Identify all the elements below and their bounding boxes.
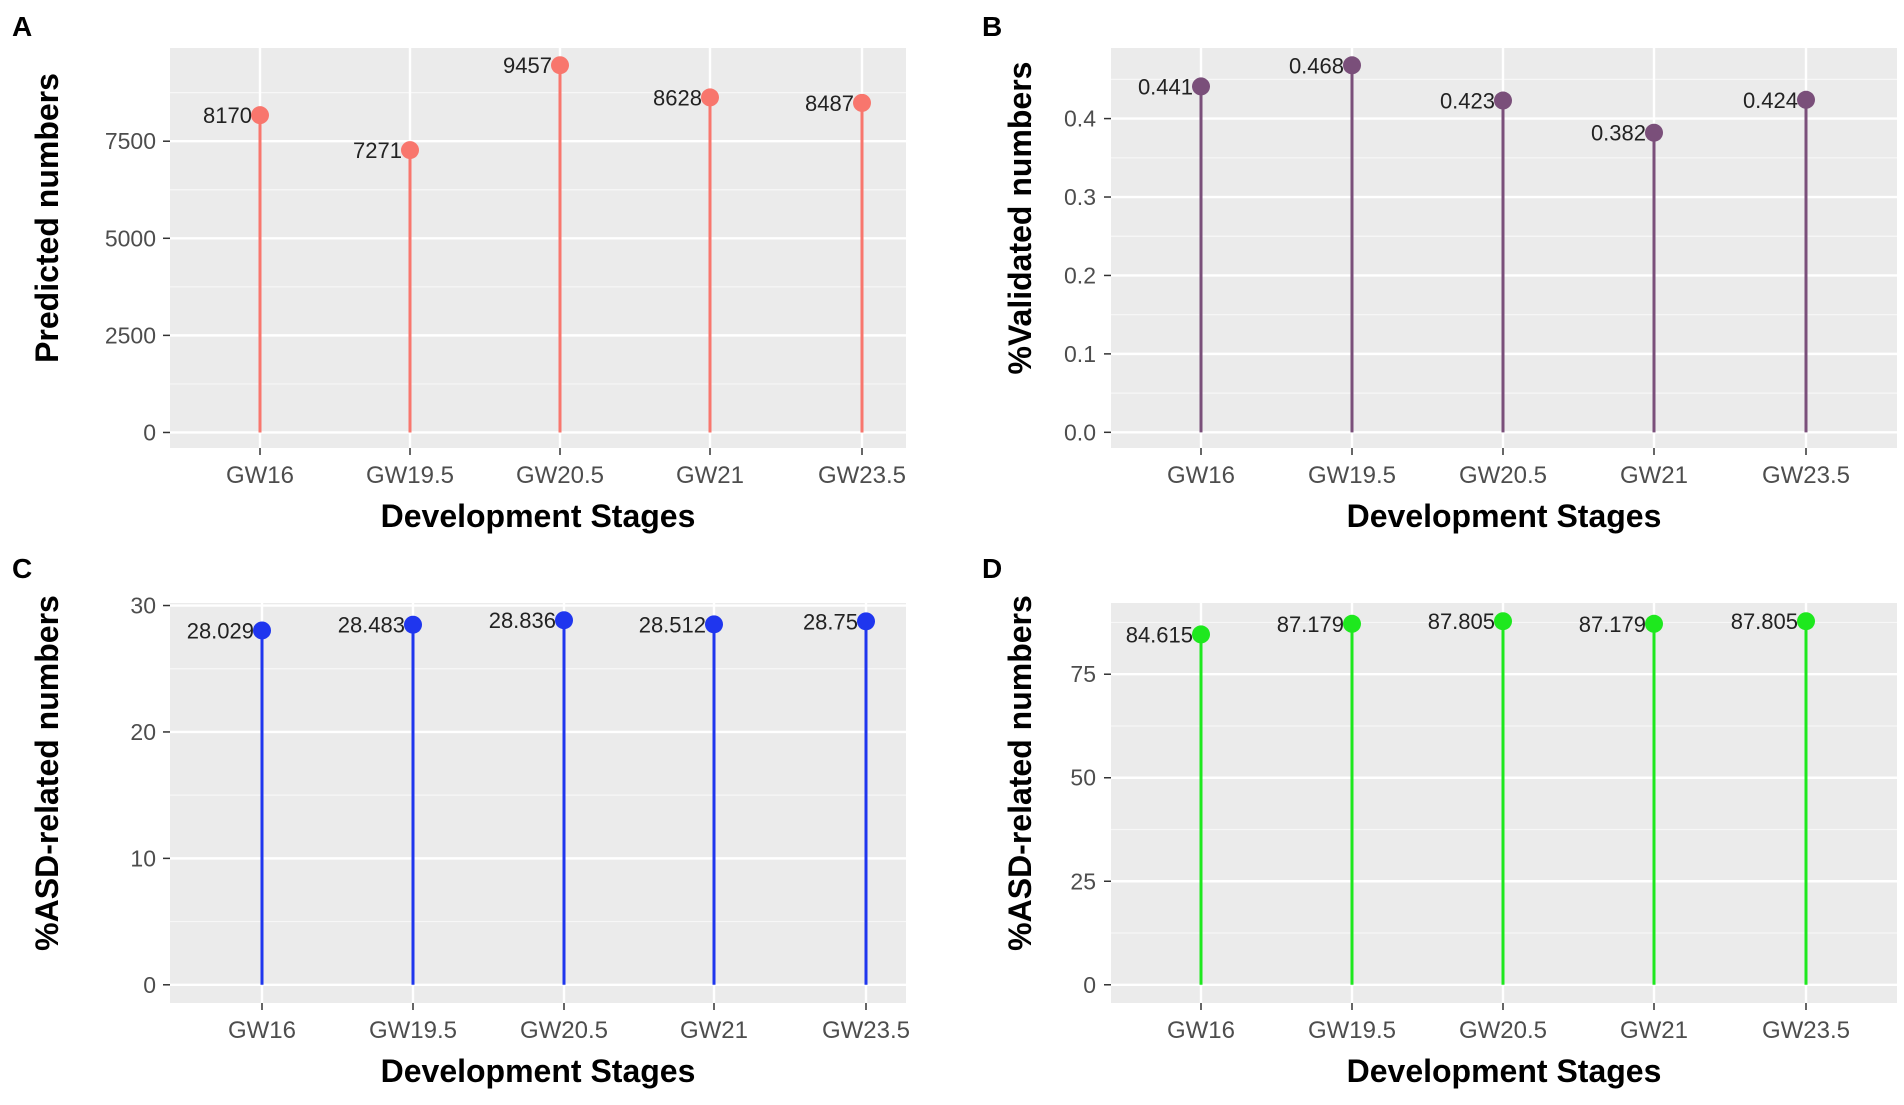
x-tick-label: GW19.5 — [1308, 1017, 1396, 1044]
y-tick-label: 0.4 — [1064, 106, 1096, 132]
y-tick-label: 10 — [130, 845, 156, 871]
x-axis-title: Development Stages — [1347, 498, 1662, 534]
data-label: 28.029 — [187, 618, 254, 643]
lollipop-point — [857, 612, 875, 631]
data-label: 8170 — [203, 103, 252, 128]
panel-label: A — [12, 11, 32, 42]
panel-c: 0 10 20 30 GW16 GW19.5 GW20.5 GW21 GW23.5 28.029 2… — [12, 553, 910, 1089]
lollipop-point — [853, 93, 871, 112]
y-tick-label: 0 — [143, 419, 156, 445]
x-tick-label: GW16 — [226, 462, 294, 489]
y-tick-label: 5000 — [105, 225, 156, 251]
x-tick-label: GW16 — [1167, 1017, 1235, 1044]
x-tick-label: GW20.5 — [1459, 462, 1547, 489]
x-tick-label: GW23.5 — [818, 462, 906, 489]
lollipop-point — [1494, 612, 1512, 631]
x-tick-label: GW21 — [680, 1017, 748, 1044]
data-label: 28.483 — [338, 613, 405, 638]
y-tick-label: 50 — [1070, 765, 1096, 791]
x-axis-title: Development Stages — [1347, 1053, 1662, 1089]
data-label: 0.441 — [1138, 74, 1193, 99]
y-tick-label: 0 — [1083, 972, 1096, 998]
data-label: 0.424 — [1743, 88, 1798, 113]
data-label: 7271 — [353, 138, 402, 163]
lollipop-point — [1494, 91, 1512, 110]
data-label: 87.179 — [1277, 612, 1344, 637]
lollipop-point — [1645, 123, 1663, 142]
y-tick-label: 0.2 — [1064, 262, 1096, 288]
plot-background — [170, 48, 906, 448]
data-label: 0.382 — [1591, 121, 1646, 146]
lollipop-point — [404, 615, 422, 634]
lollipop-point — [701, 88, 719, 107]
data-label: 87.805 — [1731, 609, 1798, 634]
lollipop-point — [705, 615, 723, 634]
lollipop-point — [401, 141, 419, 160]
panel-a: 0 2500 5000 7500 GW16 GW19.5 GW20.5 GW21 GW23.5 8… — [12, 11, 906, 534]
data-label: 0.423 — [1440, 89, 1495, 114]
y-tick-label: 25 — [1070, 868, 1096, 894]
y-tick-label: 2500 — [105, 322, 156, 348]
lollipop-point — [551, 56, 569, 75]
y-tick-label: 20 — [130, 719, 156, 745]
x-tick-label: GW23.5 — [822, 1017, 910, 1044]
lollipop-point — [253, 621, 271, 640]
data-label: 28.836 — [489, 608, 556, 633]
lollipop-point — [555, 611, 573, 630]
x-tick-label: GW16 — [228, 1017, 296, 1044]
y-axis-title: %ASD-related numbers — [29, 595, 65, 951]
x-tick-label: GW23.5 — [1762, 462, 1850, 489]
x-tick-label: GW21 — [1620, 1017, 1688, 1044]
lollipop-point — [251, 106, 269, 125]
data-label: 8628 — [653, 85, 702, 110]
lollipop-point — [1797, 612, 1815, 631]
lollipop-point — [1192, 625, 1210, 644]
y-tick-label: 75 — [1070, 661, 1096, 687]
panel-label: D — [982, 553, 1002, 584]
x-axis-title: Development Stages — [381, 498, 696, 534]
x-tick-label: GW19.5 — [366, 462, 454, 489]
y-tick-label: 7500 — [105, 128, 156, 154]
x-tick-label: GW20.5 — [520, 1017, 608, 1044]
y-axis-title: %Validated numbers — [1002, 62, 1038, 375]
data-label: 28.512 — [639, 612, 706, 637]
x-tick-label: GW20.5 — [516, 462, 604, 489]
panel-label: B — [982, 11, 1002, 42]
lollipop-point — [1797, 90, 1815, 109]
data-label: 9457 — [503, 53, 552, 78]
data-label: 8487 — [805, 91, 854, 116]
x-tick-label: GW19.5 — [369, 1017, 457, 1044]
data-label: 28.75 — [803, 609, 858, 634]
x-axis-title: Development Stages — [381, 1053, 696, 1089]
data-label: 0.468 — [1289, 53, 1344, 78]
lollipop-point — [1192, 77, 1210, 96]
panel-d: 0 25 50 75 GW16 GW19.5 GW20.5 GW21 GW23.5 84.615 8… — [982, 553, 1897, 1089]
plot-background — [170, 603, 906, 1003]
x-tick-label: GW20.5 — [1459, 1017, 1547, 1044]
x-tick-label: GW16 — [1167, 462, 1235, 489]
data-label: 87.179 — [1579, 612, 1646, 637]
panel-b: 0.0 0.1 0.2 0.3 0.4 GW16 GW19.5 GW20.5 GW21 GW23.… — [982, 11, 1897, 534]
y-tick-label: 0 — [143, 972, 156, 998]
y-axis-title: %ASD-related numbers — [1002, 595, 1038, 951]
y-tick-label: 0.1 — [1064, 341, 1096, 367]
data-label: 84.615 — [1126, 622, 1193, 647]
x-tick-label: GW19.5 — [1308, 462, 1396, 489]
y-axis-title: Predicted numbers — [29, 73, 65, 363]
lollipop-point — [1343, 614, 1361, 633]
panel-label: C — [12, 553, 32, 584]
x-tick-label: GW21 — [1620, 462, 1688, 489]
data-label: 87.805 — [1428, 609, 1495, 634]
y-tick-label: 0.3 — [1064, 184, 1096, 210]
y-tick-label: 30 — [130, 593, 156, 619]
x-tick-label: GW23.5 — [1762, 1017, 1850, 1044]
y-tick-label: 0.0 — [1064, 419, 1096, 445]
lollipop-point — [1645, 614, 1663, 633]
x-tick-label: GW21 — [676, 462, 744, 489]
lollipop-point — [1343, 56, 1361, 75]
